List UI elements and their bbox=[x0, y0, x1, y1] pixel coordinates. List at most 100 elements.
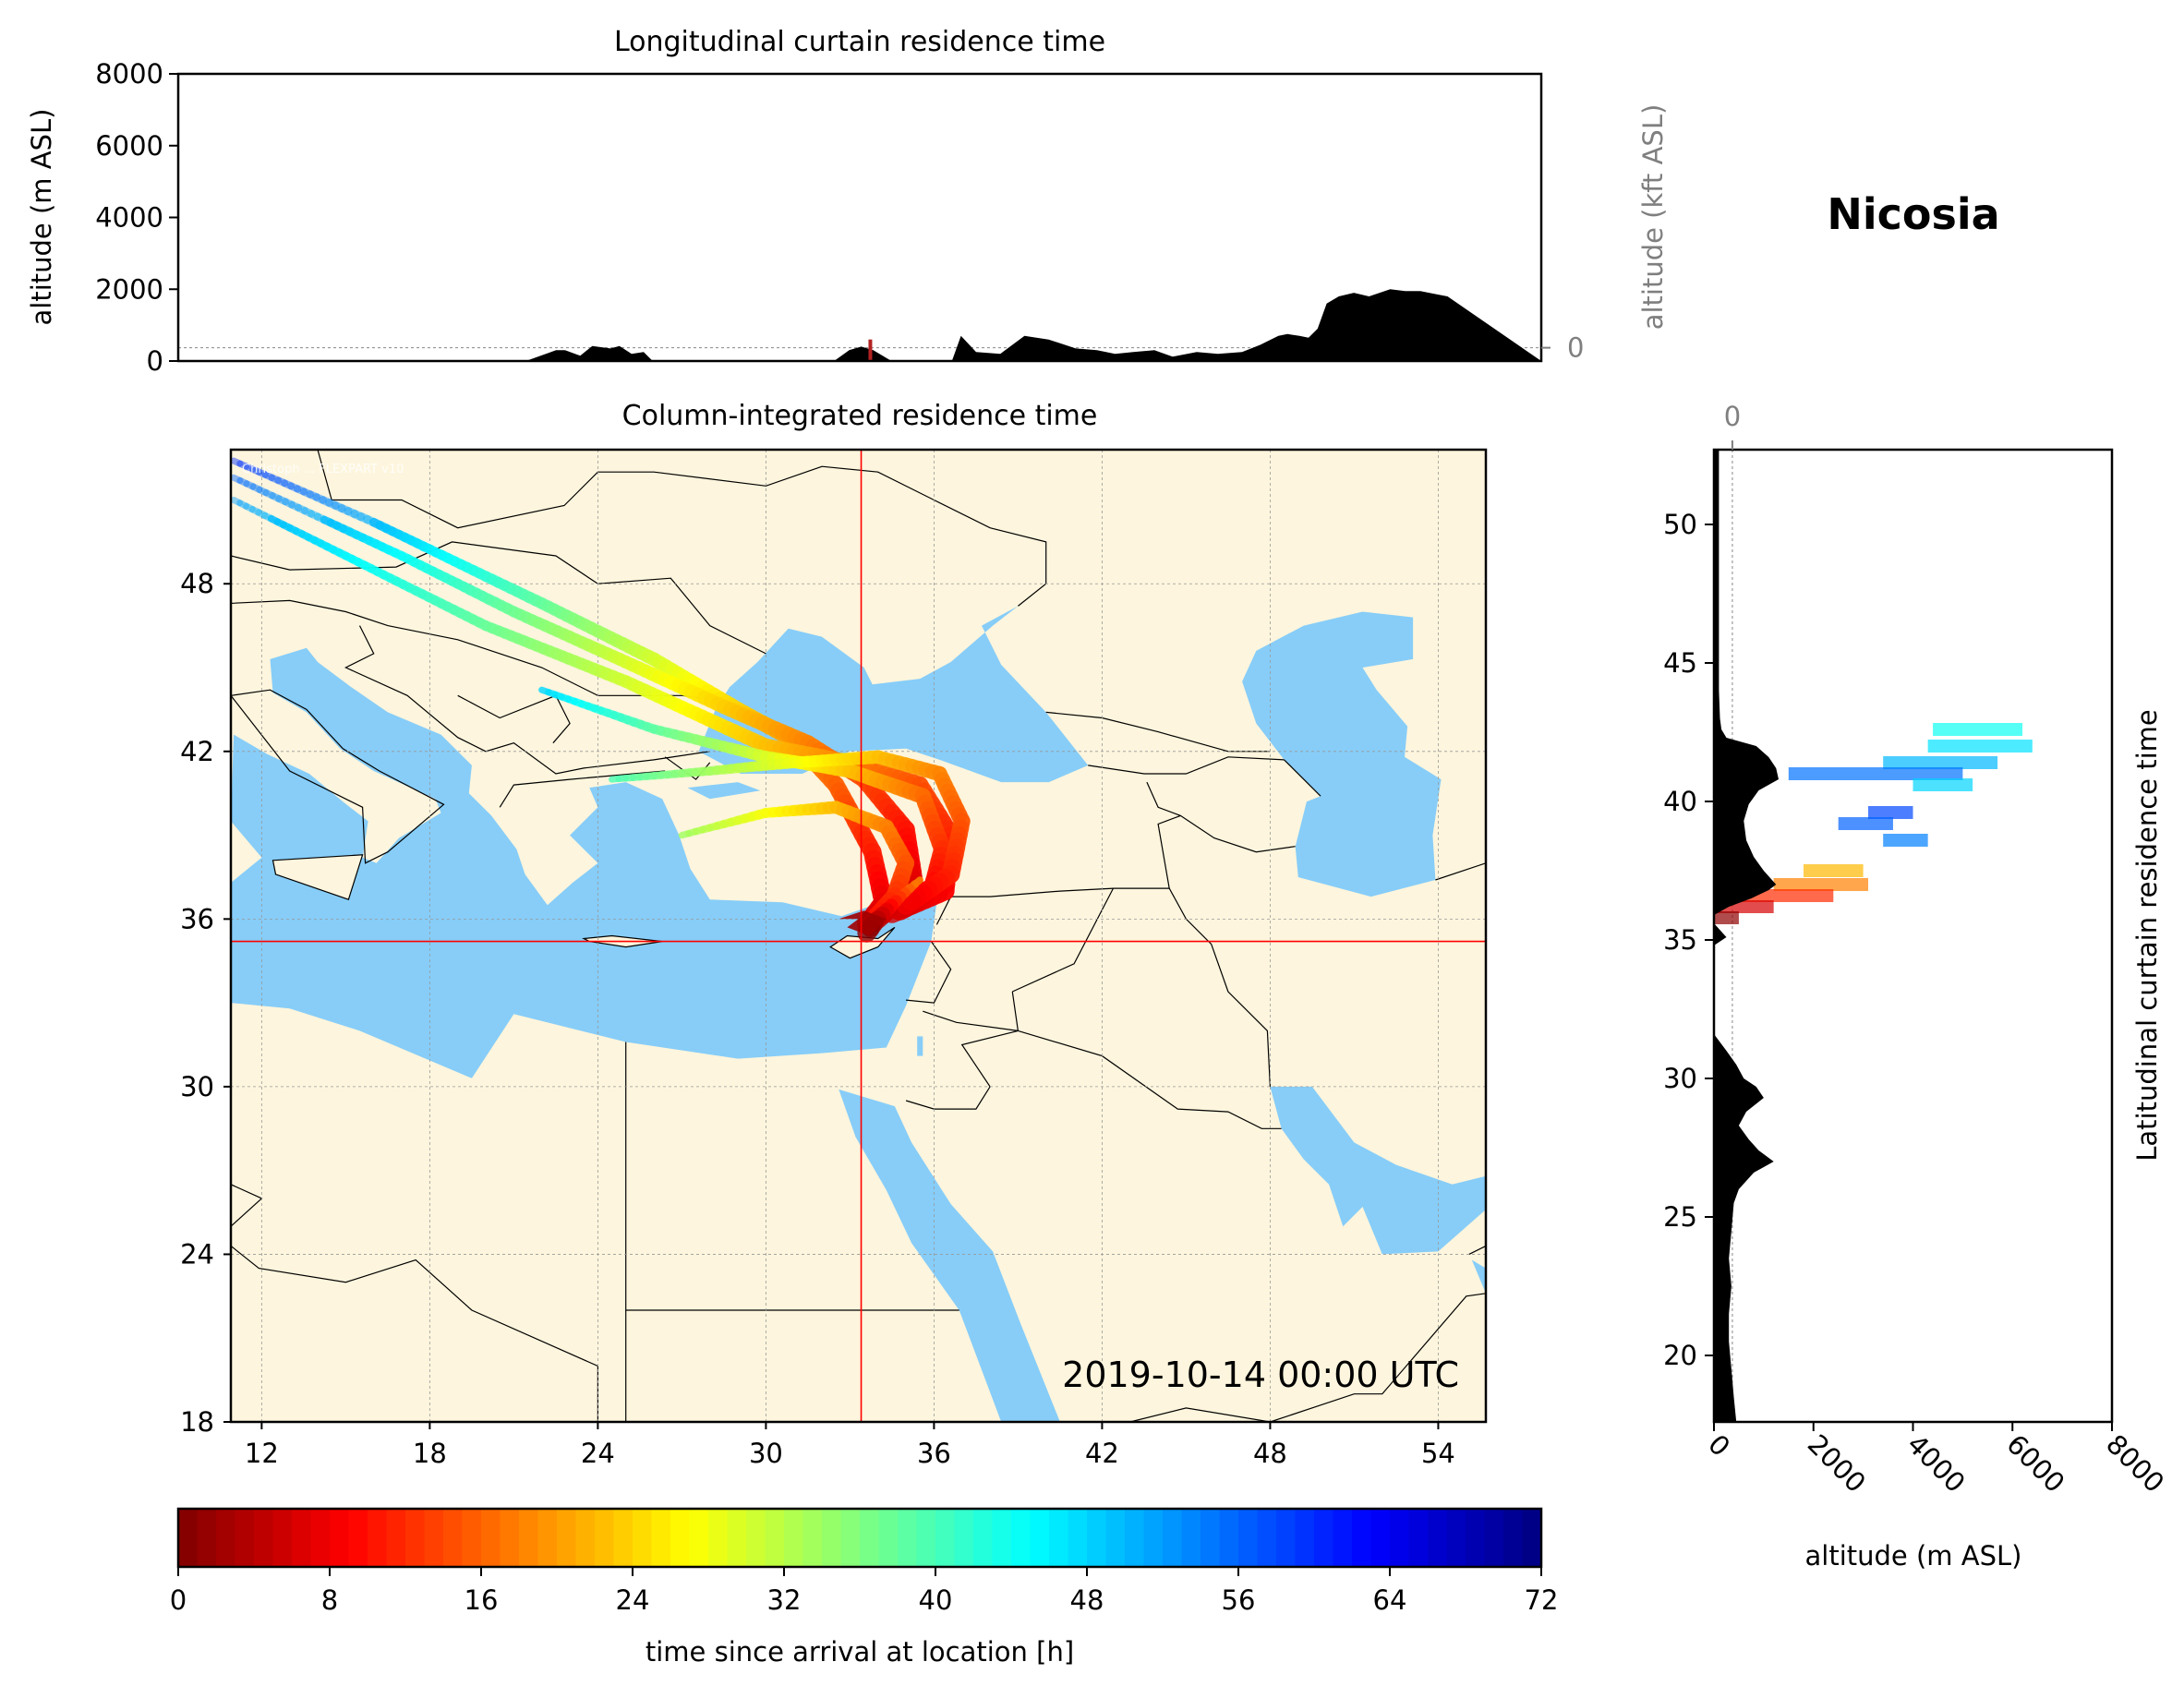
border-line bbox=[935, 814, 1181, 925]
border-line bbox=[1088, 756, 1285, 775]
map-xtick-label: 24 bbox=[581, 1438, 615, 1469]
colorbar-tick-label: 72 bbox=[1525, 1584, 1559, 1616]
colorbar-cell bbox=[292, 1509, 312, 1567]
colorbar-cell bbox=[898, 1509, 918, 1567]
trajectory-segment bbox=[896, 891, 922, 915]
water-arabian-sea bbox=[1471, 1259, 1486, 1294]
border-line bbox=[1168, 887, 1271, 1087]
water-marmara bbox=[687, 782, 761, 800]
trajectory-segment bbox=[344, 507, 359, 519]
colorbar-tick-label: 56 bbox=[1222, 1584, 1256, 1616]
arrival-core bbox=[839, 910, 887, 936]
trajectory-segment bbox=[236, 476, 250, 488]
colorbar-cell bbox=[254, 1509, 274, 1567]
colorbar-cell bbox=[1428, 1509, 1448, 1567]
lon-ytick-label: 4000 bbox=[95, 202, 163, 234]
colorbar-cell bbox=[443, 1509, 464, 1567]
map-ytick-label: 30 bbox=[180, 1071, 214, 1102]
latitudinal-xlabel: altitude (m ASL) bbox=[1805, 1540, 2022, 1572]
lat-plume-band bbox=[1913, 778, 1973, 791]
lon-terrain-area bbox=[178, 289, 1541, 361]
trajectory-segment bbox=[231, 474, 244, 485]
colorbar-cell bbox=[708, 1509, 729, 1567]
colorbar-cell bbox=[1011, 1509, 1032, 1567]
lon-ytick-label: 6000 bbox=[95, 130, 163, 162]
colorbar-cell bbox=[670, 1509, 691, 1567]
lat-ytick-label: 35 bbox=[1663, 924, 1697, 956]
colorbar-cell bbox=[1408, 1509, 1429, 1567]
water-dead-sea-strip bbox=[917, 1036, 923, 1056]
colorbar-cell bbox=[197, 1509, 217, 1567]
map-title: Column-integrated residence time bbox=[622, 400, 1098, 432]
colorbar-cell bbox=[973, 1509, 994, 1567]
colorbar-cell bbox=[784, 1509, 804, 1567]
border-line bbox=[1435, 862, 1486, 881]
lon-plume-mark bbox=[868, 339, 873, 361]
colorbar-tick-label: 64 bbox=[1373, 1584, 1407, 1616]
colorbar-cell bbox=[1125, 1509, 1145, 1567]
colorbar-cell bbox=[1484, 1509, 1504, 1567]
colorbar-cell bbox=[386, 1509, 406, 1567]
trajectory-segment bbox=[299, 488, 314, 499]
lat-xtick-label: 2000 bbox=[1802, 1428, 1872, 1499]
island-sicily bbox=[271, 854, 364, 900]
trajectory-segment bbox=[287, 482, 302, 493]
map-frame bbox=[229, 448, 1488, 1424]
trajectory-segment bbox=[231, 496, 244, 507]
map-ytick-label: 36 bbox=[180, 903, 214, 934]
trajectory-segment bbox=[319, 496, 333, 507]
colorbar-cell bbox=[235, 1509, 255, 1567]
water-red-sea bbox=[839, 1089, 1060, 1422]
lat-ytick-label: 30 bbox=[1663, 1063, 1697, 1094]
trajectory-segment bbox=[282, 498, 296, 509]
border-line bbox=[317, 450, 1047, 607]
colorbar-cell bbox=[1068, 1509, 1088, 1567]
trajectory-segment bbox=[350, 509, 366, 522]
map-xtick-label: 36 bbox=[917, 1438, 951, 1469]
colorbar-cell bbox=[1181, 1509, 1201, 1567]
colorbar-cell bbox=[537, 1509, 558, 1567]
map-xtick-label: 18 bbox=[413, 1438, 447, 1469]
colorbar-cell bbox=[860, 1509, 880, 1567]
colorbar-cell bbox=[840, 1509, 861, 1567]
lat-plume-band bbox=[1933, 723, 2023, 736]
lat-xtick-label: 0 bbox=[1702, 1428, 1736, 1463]
colorbar-cell bbox=[405, 1509, 426, 1567]
colorbar-cell bbox=[1049, 1509, 1069, 1567]
border-line bbox=[1284, 759, 1321, 797]
longitudinal-right-ticks: 050100 bbox=[1541, 332, 1584, 364]
colorbar-cell bbox=[1503, 1509, 1524, 1567]
latitudinal-x-ticks: 0 2000 4000 6000 8000 bbox=[1702, 1422, 2170, 1499]
colorbar: 0 8 16 24 32 40 48 56 64 72 time since arrival at… bbox=[170, 1507, 1559, 1668]
border-line bbox=[1146, 781, 1296, 853]
trajectory-segment bbox=[261, 471, 276, 482]
water-persian-gulf bbox=[1270, 1086, 1486, 1255]
trajectory-segment bbox=[243, 463, 257, 473]
water-caspian bbox=[1242, 611, 1442, 897]
colorbar-cell bbox=[1352, 1509, 1372, 1567]
colorbar-cells bbox=[178, 1509, 1542, 1567]
colorbar-cell bbox=[1105, 1509, 1126, 1567]
latitudinal-grid bbox=[1732, 450, 1733, 1422]
colorbar-cell bbox=[1446, 1509, 1466, 1567]
map-xtick-label: 48 bbox=[1253, 1438, 1287, 1469]
trajectory-segment bbox=[242, 502, 256, 513]
lat-ytick-label: 45 bbox=[1663, 647, 1697, 679]
trajectory-segment bbox=[255, 509, 269, 520]
trajectory-segment bbox=[275, 495, 289, 506]
map-ytick-label: 48 bbox=[180, 568, 214, 599]
colorbar-cell bbox=[178, 1509, 199, 1567]
border-line bbox=[1045, 711, 1271, 753]
lat-plume-band bbox=[1883, 756, 1998, 769]
lon-ytick-label: 0 bbox=[147, 345, 163, 377]
colorbar-cell bbox=[1522, 1509, 1542, 1567]
colorbar-cell bbox=[1238, 1509, 1259, 1567]
colorbar-cell bbox=[727, 1509, 747, 1567]
colorbar-cell bbox=[1390, 1509, 1410, 1567]
trajectory-segment bbox=[248, 505, 262, 516]
trajectory-segment bbox=[331, 501, 346, 512]
trajectory-segment bbox=[281, 479, 296, 490]
border-line bbox=[1011, 991, 1282, 1129]
border-line bbox=[905, 1010, 1019, 1110]
